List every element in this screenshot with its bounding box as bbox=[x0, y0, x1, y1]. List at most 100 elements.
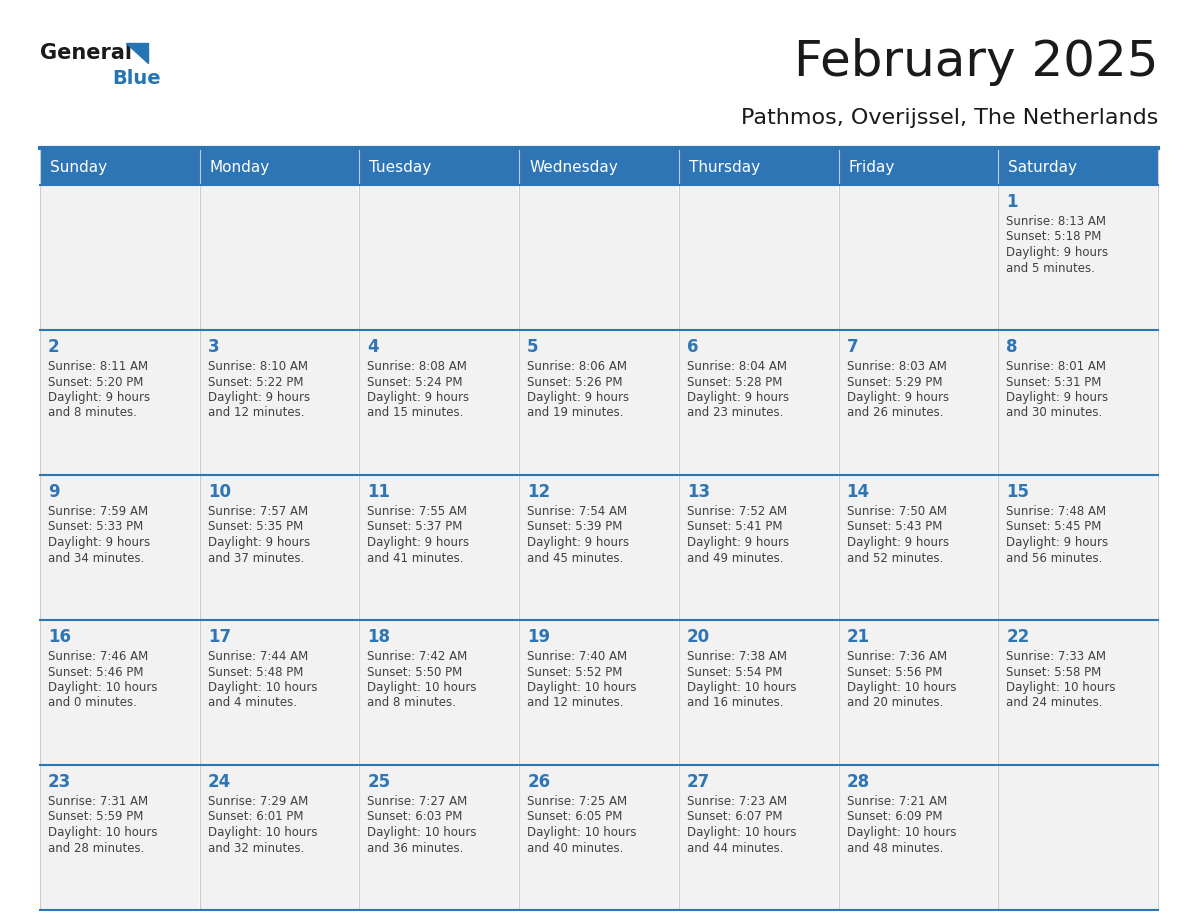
Text: and 30 minutes.: and 30 minutes. bbox=[1006, 407, 1102, 420]
Text: Sunset: 5:58 PM: Sunset: 5:58 PM bbox=[1006, 666, 1101, 678]
Text: Sunrise: 7:59 AM: Sunrise: 7:59 AM bbox=[48, 505, 148, 518]
Text: 27: 27 bbox=[687, 773, 710, 791]
Text: Daylight: 9 hours: Daylight: 9 hours bbox=[847, 391, 949, 404]
Text: Sunrise: 7:23 AM: Sunrise: 7:23 AM bbox=[687, 795, 786, 808]
Text: Sunrise: 7:57 AM: Sunrise: 7:57 AM bbox=[208, 505, 308, 518]
Text: Sunrise: 7:38 AM: Sunrise: 7:38 AM bbox=[687, 650, 786, 663]
Bar bbox=[519, 475, 678, 620]
Text: 19: 19 bbox=[527, 628, 550, 646]
Bar bbox=[519, 620, 678, 765]
Text: Daylight: 9 hours: Daylight: 9 hours bbox=[847, 536, 949, 549]
Text: and 32 minutes.: and 32 minutes. bbox=[208, 842, 304, 855]
Text: and 44 minutes.: and 44 minutes. bbox=[687, 842, 783, 855]
Bar bbox=[40, 475, 200, 620]
Text: Sunday: Sunday bbox=[50, 160, 107, 175]
Text: Sunset: 6:03 PM: Sunset: 6:03 PM bbox=[367, 811, 463, 823]
Text: Sunrise: 7:21 AM: Sunrise: 7:21 AM bbox=[847, 795, 947, 808]
Bar bbox=[839, 330, 998, 475]
Text: Sunrise: 7:55 AM: Sunrise: 7:55 AM bbox=[367, 505, 467, 518]
Text: Sunrise: 7:36 AM: Sunrise: 7:36 AM bbox=[847, 650, 947, 663]
Bar bbox=[839, 620, 998, 765]
Text: and 8 minutes.: and 8 minutes. bbox=[48, 407, 137, 420]
Text: 15: 15 bbox=[1006, 483, 1029, 501]
Bar bbox=[519, 330, 678, 475]
Bar bbox=[200, 620, 360, 765]
Text: 28: 28 bbox=[847, 773, 870, 791]
Text: and 56 minutes.: and 56 minutes. bbox=[1006, 552, 1102, 565]
Text: Daylight: 9 hours: Daylight: 9 hours bbox=[48, 391, 150, 404]
Text: Sunrise: 7:40 AM: Sunrise: 7:40 AM bbox=[527, 650, 627, 663]
Text: 16: 16 bbox=[48, 628, 71, 646]
Text: Sunset: 5:33 PM: Sunset: 5:33 PM bbox=[48, 521, 144, 533]
Text: Sunset: 5:31 PM: Sunset: 5:31 PM bbox=[1006, 375, 1101, 388]
Text: Sunrise: 7:33 AM: Sunrise: 7:33 AM bbox=[1006, 650, 1106, 663]
Bar bbox=[40, 620, 200, 765]
Text: Sunset: 5:20 PM: Sunset: 5:20 PM bbox=[48, 375, 144, 388]
Text: and 24 minutes.: and 24 minutes. bbox=[1006, 697, 1102, 710]
Text: Sunset: 5:22 PM: Sunset: 5:22 PM bbox=[208, 375, 303, 388]
Text: and 4 minutes.: and 4 minutes. bbox=[208, 697, 297, 710]
Bar bbox=[998, 765, 1158, 910]
Text: Daylight: 9 hours: Daylight: 9 hours bbox=[1006, 391, 1108, 404]
Text: 9: 9 bbox=[48, 483, 59, 501]
Bar bbox=[839, 765, 998, 910]
Bar bbox=[40, 185, 200, 330]
Text: Sunrise: 8:13 AM: Sunrise: 8:13 AM bbox=[1006, 215, 1106, 228]
Text: Tuesday: Tuesday bbox=[369, 160, 431, 175]
Bar bbox=[998, 475, 1158, 620]
Bar bbox=[200, 330, 360, 475]
Text: Daylight: 9 hours: Daylight: 9 hours bbox=[527, 536, 630, 549]
Text: Sunset: 5:54 PM: Sunset: 5:54 PM bbox=[687, 666, 782, 678]
Text: Daylight: 9 hours: Daylight: 9 hours bbox=[367, 391, 469, 404]
Bar bbox=[200, 765, 360, 910]
Bar bbox=[678, 475, 839, 620]
Text: Friday: Friday bbox=[848, 160, 895, 175]
Text: Sunset: 5:18 PM: Sunset: 5:18 PM bbox=[1006, 230, 1101, 243]
Text: Sunset: 5:56 PM: Sunset: 5:56 PM bbox=[847, 666, 942, 678]
Text: 11: 11 bbox=[367, 483, 391, 501]
Text: Blue: Blue bbox=[112, 69, 160, 88]
Text: and 28 minutes.: and 28 minutes. bbox=[48, 842, 145, 855]
Text: Sunrise: 8:01 AM: Sunrise: 8:01 AM bbox=[1006, 360, 1106, 373]
Bar bbox=[998, 330, 1158, 475]
Text: 24: 24 bbox=[208, 773, 230, 791]
Bar bbox=[839, 185, 998, 330]
Text: Sunrise: 8:06 AM: Sunrise: 8:06 AM bbox=[527, 360, 627, 373]
Text: and 45 minutes.: and 45 minutes. bbox=[527, 552, 624, 565]
Text: Daylight: 10 hours: Daylight: 10 hours bbox=[687, 826, 796, 839]
Text: Sunset: 5:26 PM: Sunset: 5:26 PM bbox=[527, 375, 623, 388]
Text: and 23 minutes.: and 23 minutes. bbox=[687, 407, 783, 420]
Text: Sunset: 6:07 PM: Sunset: 6:07 PM bbox=[687, 811, 783, 823]
Text: Sunset: 5:24 PM: Sunset: 5:24 PM bbox=[367, 375, 463, 388]
Text: General: General bbox=[40, 43, 132, 63]
Text: Sunset: 5:39 PM: Sunset: 5:39 PM bbox=[527, 521, 623, 533]
Bar bbox=[200, 475, 360, 620]
Text: Sunrise: 8:08 AM: Sunrise: 8:08 AM bbox=[367, 360, 467, 373]
Text: 13: 13 bbox=[687, 483, 710, 501]
Text: Daylight: 10 hours: Daylight: 10 hours bbox=[847, 681, 956, 694]
Text: and 12 minutes.: and 12 minutes. bbox=[208, 407, 304, 420]
Text: Daylight: 10 hours: Daylight: 10 hours bbox=[1006, 681, 1116, 694]
Text: Daylight: 9 hours: Daylight: 9 hours bbox=[687, 536, 789, 549]
Text: Sunset: 5:41 PM: Sunset: 5:41 PM bbox=[687, 521, 783, 533]
Text: Daylight: 10 hours: Daylight: 10 hours bbox=[208, 681, 317, 694]
Text: Daylight: 10 hours: Daylight: 10 hours bbox=[208, 826, 317, 839]
Text: Sunset: 6:01 PM: Sunset: 6:01 PM bbox=[208, 811, 303, 823]
Bar bbox=[40, 150, 1158, 185]
Text: Sunrise: 7:46 AM: Sunrise: 7:46 AM bbox=[48, 650, 148, 663]
Text: Sunset: 6:05 PM: Sunset: 6:05 PM bbox=[527, 811, 623, 823]
Text: 23: 23 bbox=[48, 773, 71, 791]
Text: Sunrise: 8:03 AM: Sunrise: 8:03 AM bbox=[847, 360, 947, 373]
Text: Sunset: 6:09 PM: Sunset: 6:09 PM bbox=[847, 811, 942, 823]
Text: 5: 5 bbox=[527, 338, 538, 356]
Bar bbox=[360, 475, 519, 620]
Text: Sunset: 5:37 PM: Sunset: 5:37 PM bbox=[367, 521, 463, 533]
Bar bbox=[839, 475, 998, 620]
Text: and 40 minutes.: and 40 minutes. bbox=[527, 842, 624, 855]
Text: Daylight: 9 hours: Daylight: 9 hours bbox=[527, 391, 630, 404]
Text: and 19 minutes.: and 19 minutes. bbox=[527, 407, 624, 420]
Text: Sunrise: 7:27 AM: Sunrise: 7:27 AM bbox=[367, 795, 468, 808]
Text: Daylight: 10 hours: Daylight: 10 hours bbox=[847, 826, 956, 839]
Text: and 34 minutes.: and 34 minutes. bbox=[48, 552, 145, 565]
Text: 26: 26 bbox=[527, 773, 550, 791]
